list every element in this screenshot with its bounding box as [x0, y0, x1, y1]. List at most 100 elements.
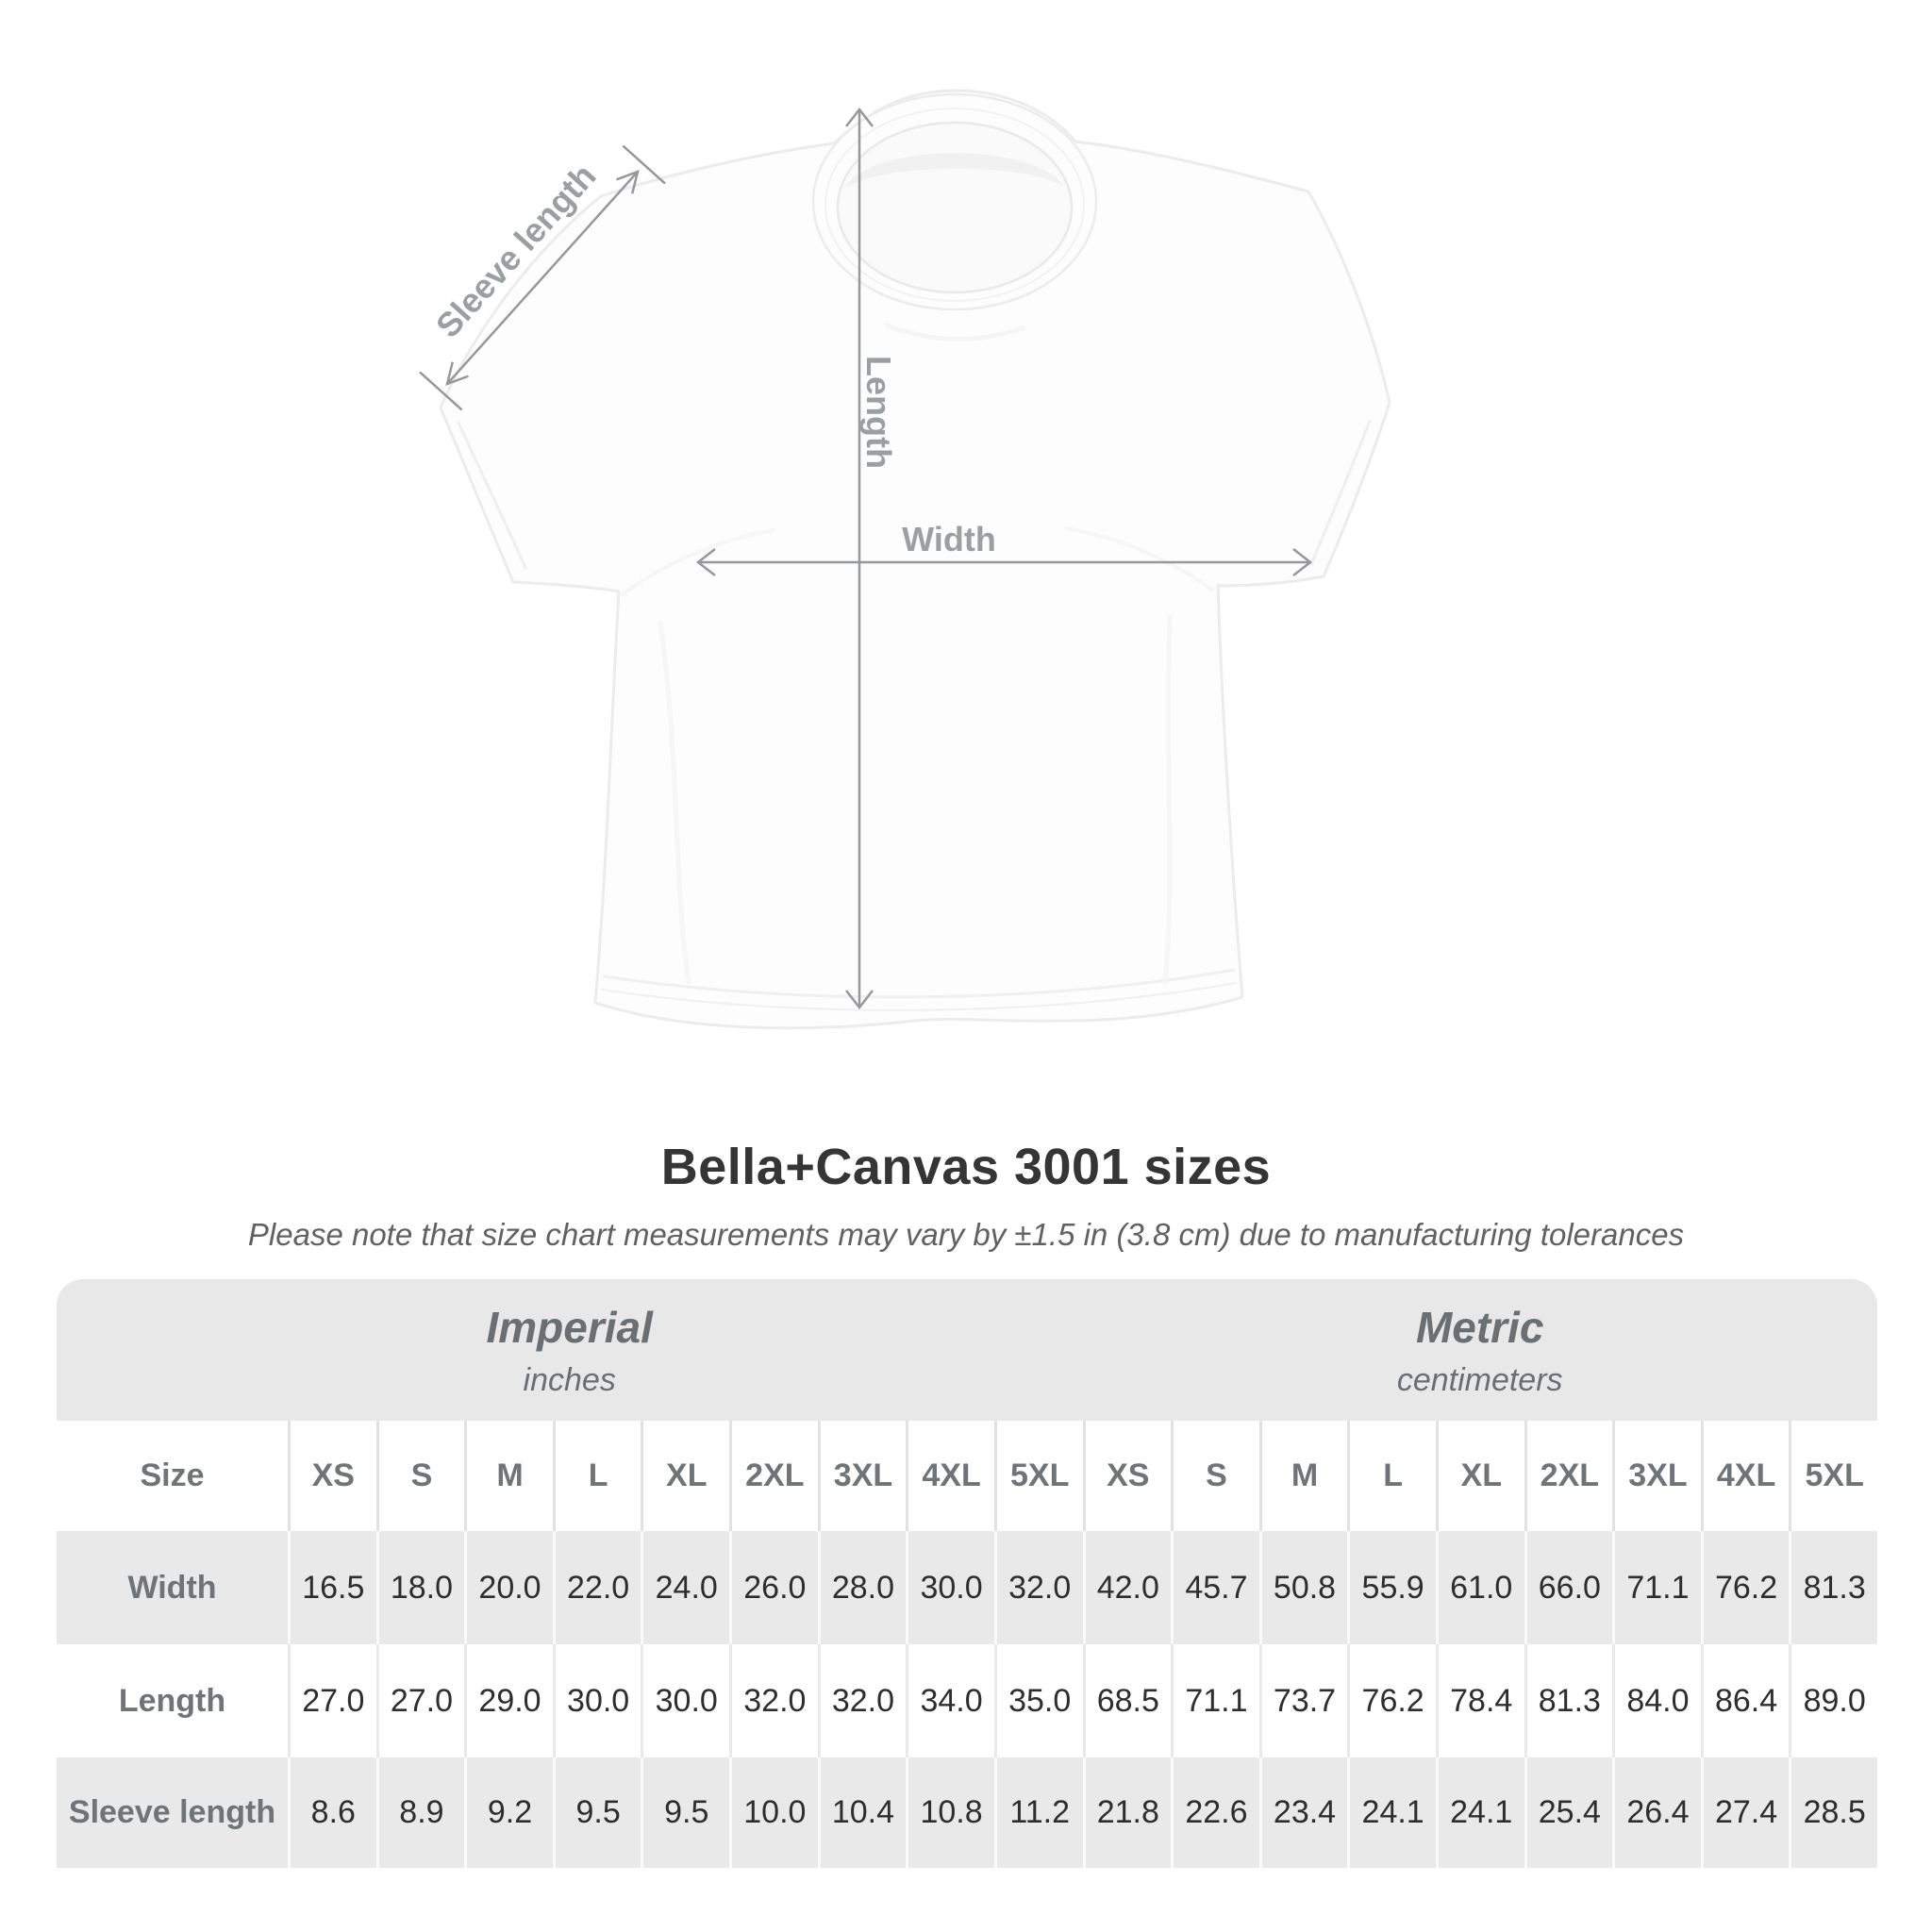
metric-label: Metric	[1415, 1302, 1544, 1352]
metric-unit-label: centimeters	[1396, 1361, 1563, 1398]
size-col-header-metric: S	[1171, 1421, 1259, 1531]
sleeve-length-arrow	[419, 144, 666, 411]
imperial-value-cell: 32.0	[817, 1644, 907, 1757]
imperial-value-cell: 28.0	[817, 1531, 907, 1644]
collar-inside-shadow	[844, 153, 1064, 189]
imperial-value-cell: 30.0	[906, 1531, 994, 1644]
imperial-value-cell: 27.0	[375, 1644, 465, 1757]
end-tick	[622, 144, 666, 185]
arrowhead-right-icon	[1292, 548, 1313, 576]
metric-value-cell: 66.0	[1524, 1531, 1613, 1644]
metric-value-cell: 73.7	[1258, 1644, 1348, 1757]
size-table: Imperial inches Metric centimeters Size X…	[57, 1279, 1877, 1868]
collar-rib-line	[824, 108, 1085, 302]
imperial-value-cell: 34.0	[906, 1644, 994, 1757]
imperial-value-cell: 11.2	[993, 1757, 1083, 1868]
metric-value-cell: 89.0	[1789, 1644, 1877, 1757]
metric-value-cell: 26.4	[1612, 1757, 1701, 1868]
imperial-value-cell: 10.0	[729, 1757, 818, 1868]
arrowhead-left-icon	[695, 548, 716, 576]
metric-value-cell: 27.4	[1700, 1757, 1790, 1868]
size-col-header-imperial: 5XL	[993, 1421, 1083, 1531]
metric-value-cell: 78.4	[1435, 1644, 1524, 1757]
metric-value-cell: 68.5	[1082, 1644, 1172, 1757]
measurement-row-label: Sleeve length	[68, 1794, 276, 1830]
imperial-label: Imperial	[486, 1302, 653, 1352]
imperial-value-cell: 9.5	[552, 1757, 641, 1868]
size-table-grid: Size XS S M L XL 2XL 3XL 4XL 5XL XS S M L XL 2XL 3XL 4XL 5…	[57, 1421, 1877, 1868]
size-col-header-metric: L	[1347, 1421, 1436, 1531]
size-col-header-imperial: XL	[641, 1421, 729, 1531]
size-col-header-imperial: 4XL	[906, 1421, 994, 1531]
size-col-header-imperial: M	[464, 1421, 553, 1531]
imperial-value-cell: 30.0	[641, 1644, 729, 1757]
metric-value-cell: 24.1	[1435, 1757, 1524, 1868]
metric-value-cell: 21.8	[1082, 1757, 1172, 1868]
size-col-header-metric: M	[1258, 1421, 1348, 1531]
metric-value-cell: 25.4	[1524, 1757, 1613, 1868]
end-tick	[419, 371, 463, 411]
size-col-header-metric: XL	[1435, 1421, 1524, 1531]
metric-value-cell: 76.2	[1347, 1644, 1436, 1757]
imperial-value-cell: 8.6	[288, 1757, 376, 1868]
page-subtitle: Please note that size chart measurements…	[247, 1217, 1685, 1252]
imperial-value-cell: 20.0	[464, 1531, 553, 1644]
table-row: Length 27.0 27.0 29.0 30.0 30.0 32.0 32.0 34.0 35…	[57, 1644, 1877, 1757]
measurement-row-label: Width	[127, 1569, 217, 1606]
imperial-value-cell: 35.0	[993, 1644, 1083, 1757]
size-col-header-metric: 5XL	[1789, 1421, 1877, 1531]
metric-value-cell: 81.3	[1789, 1531, 1877, 1644]
imperial-value-cell: 8.9	[375, 1757, 465, 1868]
page-title: Bella+Canvas 3001 sizes	[660, 1139, 1272, 1195]
width-arrow	[695, 548, 1313, 576]
collar-inner	[836, 121, 1074, 294]
imperial-value-cell: 9.5	[641, 1757, 729, 1868]
metric-value-cell: 81.3	[1524, 1644, 1613, 1757]
metric-value-cell: 22.6	[1171, 1757, 1259, 1868]
size-corner-header: Size	[140, 1457, 205, 1493]
metric-value-cell: 71.1	[1612, 1531, 1701, 1644]
tshirt-measurement-diagram: Sleeve length Length Width	[419, 89, 1391, 1030]
imperial-value-cell: 16.5	[288, 1531, 376, 1644]
imperial-value-cell: 30.0	[552, 1644, 641, 1757]
size-col-header-imperial: S	[375, 1421, 465, 1531]
imperial-value-cell: 26.0	[729, 1531, 818, 1644]
metric-value-cell: 50.8	[1258, 1531, 1348, 1644]
imperial-value-cell: 32.0	[729, 1644, 818, 1757]
metric-value-cell: 42.0	[1082, 1531, 1172, 1644]
length-diagram-label: Length	[859, 356, 898, 469]
imperial-value-cell: 10.8	[906, 1757, 994, 1868]
imperial-value-cell: 10.4	[817, 1757, 907, 1868]
size-col-header-imperial: L	[552, 1421, 641, 1531]
imperial-value-cell: 32.0	[993, 1531, 1083, 1644]
size-col-header-metric: 3XL	[1612, 1421, 1701, 1531]
size-col-header-imperial: XS	[288, 1421, 376, 1531]
unit-header-band: Imperial inches Metric centimeters	[57, 1279, 1877, 1421]
measurement-row-label: Length	[118, 1682, 226, 1719]
metric-value-cell: 45.7	[1171, 1531, 1259, 1644]
metric-value-cell: 28.5	[1789, 1757, 1877, 1868]
metric-value-cell: 61.0	[1435, 1531, 1524, 1644]
metric-value-cell: 84.0	[1612, 1644, 1701, 1757]
size-col-header-imperial: 3XL	[817, 1421, 907, 1531]
length-arrow	[845, 107, 874, 1010]
imperial-value-cell: 29.0	[464, 1644, 553, 1757]
imperial-unit-label: inches	[523, 1361, 616, 1398]
table-row: Size XS S M L XL 2XL 3XL 4XL 5XL XS S M L XL 2XL 3XL 4XL 5…	[57, 1421, 1877, 1531]
metric-value-cell: 71.1	[1171, 1644, 1259, 1757]
metric-value-cell: 76.2	[1700, 1531, 1790, 1644]
size-col-header-imperial: 2XL	[729, 1421, 818, 1531]
metric-value-cell: 86.4	[1700, 1644, 1790, 1757]
imperial-value-cell: 22.0	[552, 1531, 641, 1644]
imperial-value-cell: 18.0	[375, 1531, 465, 1644]
arrowhead-down-left-icon	[445, 361, 469, 386]
size-col-header-metric: XS	[1082, 1421, 1172, 1531]
tshirt-illustration	[439, 89, 1391, 1030]
metric-value-cell: 24.1	[1347, 1757, 1436, 1868]
metric-value-cell: 55.9	[1347, 1531, 1436, 1644]
collar-outer	[811, 92, 1098, 311]
arrowhead-up-icon	[845, 107, 874, 127]
imperial-value-cell: 27.0	[288, 1644, 376, 1757]
arrowhead-up-right-icon	[616, 170, 640, 194]
